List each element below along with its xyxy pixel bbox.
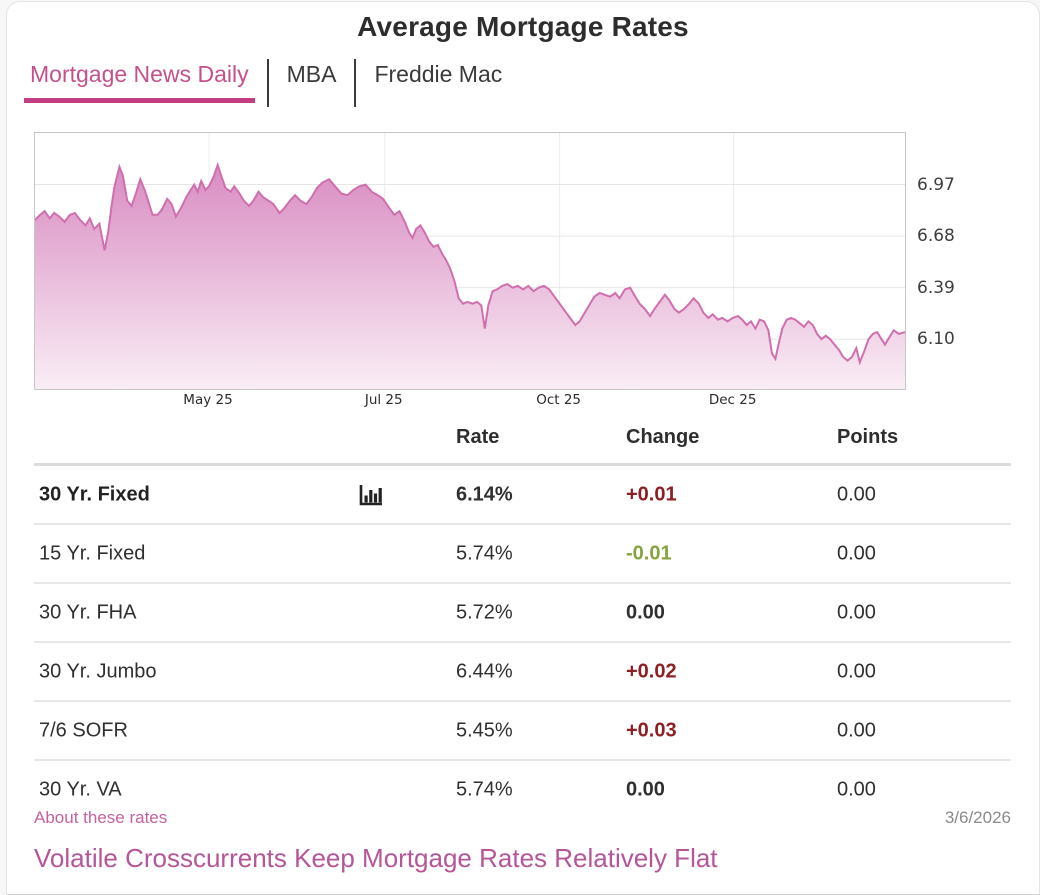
tab-freddie-mac[interactable]: Freddie Mac [374, 61, 503, 87]
area-chart-svg [35, 133, 905, 389]
chart-x-axis-label: Jul 25 [364, 392, 403, 408]
chart-y-axis-label: 6.97 [917, 174, 955, 195]
table-header: Rate Change Points [34, 424, 1011, 466]
rate-history-area-chart [34, 132, 906, 390]
tab-mba[interactable]: MBA [286, 61, 337, 87]
source-tabs: Mortgage News Daily MBA Freddie Mac [24, 59, 508, 107]
tab-separator [354, 59, 357, 107]
points-value: 0.00 [837, 778, 876, 800]
chart-y-axis-label: 6.10 [917, 329, 955, 350]
rate-value: 6.44% [456, 660, 513, 682]
rate-value: 5.74% [456, 778, 513, 800]
column-header-points: Points [837, 426, 899, 448]
news-headline-link[interactable]: Volatile Crosscurrents Keep Mortgage Rat… [34, 843, 718, 873]
chart-y-axis-label: 6.39 [917, 277, 955, 298]
chart-x-axis-label: May 25 [183, 392, 233, 408]
points-value: 0.00 [837, 483, 876, 505]
points-value: 0.00 [837, 542, 876, 564]
points-value: 0.00 [837, 660, 876, 682]
loan-product-label: 30 Yr. Jumbo [39, 660, 157, 682]
change-value: -0.01 [626, 542, 672, 564]
rate-value: 6.14% [456, 483, 513, 505]
table-row: 15 Yr. Fixed 5.74% -0.01 0.00 [34, 525, 1011, 584]
chart-x-axis-label: Oct 25 [536, 392, 582, 408]
table-row: 30 Yr. VA 5.74% 0.00 0.00 [34, 761, 1011, 818]
points-value: 0.00 [837, 601, 876, 623]
table-row: 30 Yr. Fixed 6.14% +0.01 0.00 [34, 466, 1011, 525]
change-value: +0.02 [626, 660, 677, 682]
chart-y-axis-label: 6.68 [917, 226, 955, 247]
loan-product-label: 30 Yr. FHA [39, 601, 137, 623]
rate-value: 5.45% [456, 719, 513, 741]
tab-separator [266, 59, 269, 107]
tab-mortgage-news-daily[interactable]: Mortgage News Daily [24, 59, 255, 103]
chart-x-axis-label: Dec 25 [708, 392, 757, 408]
rates-date: 3/6/2026 [944, 808, 1011, 827]
rates-table-body: 30 Yr. Fixed 6.14% +0.01 0.00 15 Yr. Fixed 5.… [34, 466, 1011, 818]
loan-product-label: 7/6 SOFR [39, 719, 128, 741]
table-row: 30 Yr. Jumbo 6.44% +0.02 0.00 [34, 643, 1011, 702]
column-header-rate: Rate [456, 426, 500, 448]
column-header-change: Change [626, 426, 700, 448]
points-value: 0.00 [837, 719, 876, 741]
bar-chart-icon[interactable] [356, 481, 384, 509]
change-value: +0.01 [626, 483, 677, 505]
loan-product-label: 30 Yr. Fixed [39, 483, 150, 505]
loan-product-label: 15 Yr. Fixed [39, 542, 146, 564]
mortgage-rates-widget: Average Mortgage Rates Mortgage News Dai… [6, 1, 1040, 895]
change-value: 0.00 [626, 601, 665, 623]
change-value: +0.03 [626, 719, 677, 741]
table-row: 30 Yr. FHA 5.72% 0.00 0.00 [34, 584, 1011, 643]
rate-value: 5.74% [456, 542, 513, 564]
table-row: 7/6 SOFR 5.45% +0.03 0.00 [34, 702, 1011, 761]
loan-product-label: 30 Yr. VA [39, 778, 122, 800]
rate-value: 5.72% [456, 601, 513, 623]
widget-title: Average Mortgage Rates [357, 11, 689, 42]
change-value: 0.00 [626, 778, 665, 800]
about-these-rates-link[interactable]: About these rates [34, 808, 168, 827]
